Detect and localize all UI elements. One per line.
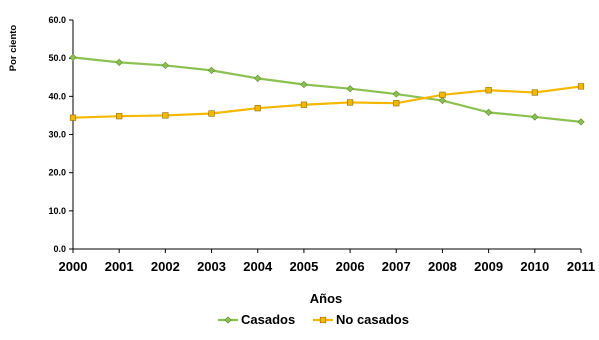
data-point-no-casados	[116, 113, 123, 120]
data-point-casados	[115, 58, 123, 66]
data-point-no-casados	[531, 89, 538, 96]
x-tick-label: 2008	[428, 259, 457, 274]
data-point-casados	[346, 85, 354, 93]
y-tick-label: 30.0	[48, 130, 66, 140]
data-point-casados	[69, 53, 77, 62]
data-point-no-casados	[346, 99, 354, 106]
series-line-no-casados	[72, 85, 582, 119]
y-tick-label: 60.0	[48, 15, 66, 25]
data-point-no-casados	[254, 105, 261, 112]
data-point-no-casados	[208, 110, 215, 117]
data-point-no-casados	[300, 101, 308, 108]
y-tick-label: 40.0	[48, 91, 66, 101]
x-tick-label: 2005	[289, 259, 318, 274]
data-point-casados	[254, 74, 262, 83]
data-point-casados	[300, 80, 308, 89]
x-tick-label: 2001	[105, 259, 134, 274]
data-point-no-casados	[439, 91, 446, 98]
x-tick-label: 2004	[243, 259, 273, 274]
legend: Casados No casados	[218, 312, 409, 327]
data-point-no-casados	[162, 112, 169, 119]
data-point-casados	[161, 61, 169, 70]
data-point-casados	[485, 108, 493, 116]
data-point-casados	[392, 90, 400, 98]
data-point-no-casados	[393, 100, 400, 107]
data-point-no-casados	[485, 87, 492, 94]
data-point-no-casados	[69, 114, 77, 121]
y-tick-label: 0.0	[53, 244, 66, 254]
x-tick-label: 2007	[382, 259, 411, 274]
data-point-no-casados	[577, 83, 585, 90]
x-axis-label: Años	[310, 291, 343, 306]
data-point-casados	[438, 96, 447, 105]
legend-marker-casados	[224, 316, 232, 324]
data-point-casados	[207, 66, 216, 75]
x-tick-label: 2003	[197, 259, 226, 274]
series-line-casados	[72, 56, 582, 123]
data-point-casados	[577, 118, 585, 126]
x-tick-label: 2000	[59, 259, 88, 274]
x-tick-label: 2006	[336, 259, 365, 274]
legend-label-no-casados: No casados	[336, 312, 409, 327]
y-axis-label: Por ciento	[8, 25, 19, 72]
y-tick-label: 10.0	[48, 206, 66, 216]
legend-label-casados: Casados	[241, 312, 295, 327]
x-tick-label: 2011	[567, 259, 595, 274]
x-axis-ticks: 2000 2001 2002 2003 2004 2005 2006 2007 2008 2009…	[59, 249, 595, 274]
y-axis-ticks: 0.0 10.0 20.0 30.0 40.0 50.0 60.0	[48, 15, 73, 254]
y-tick-label: 50.0	[48, 53, 66, 63]
series-lines	[69, 53, 585, 126]
legend-marker-no-casados	[319, 316, 327, 324]
x-tick-label: 2009	[474, 259, 503, 274]
x-tick-label: 2010	[520, 259, 549, 274]
data-point-casados	[531, 113, 539, 121]
x-tick-label: 2002	[151, 259, 180, 274]
axes	[72, 20, 581, 250]
y-tick-label: 20.0	[48, 168, 66, 178]
